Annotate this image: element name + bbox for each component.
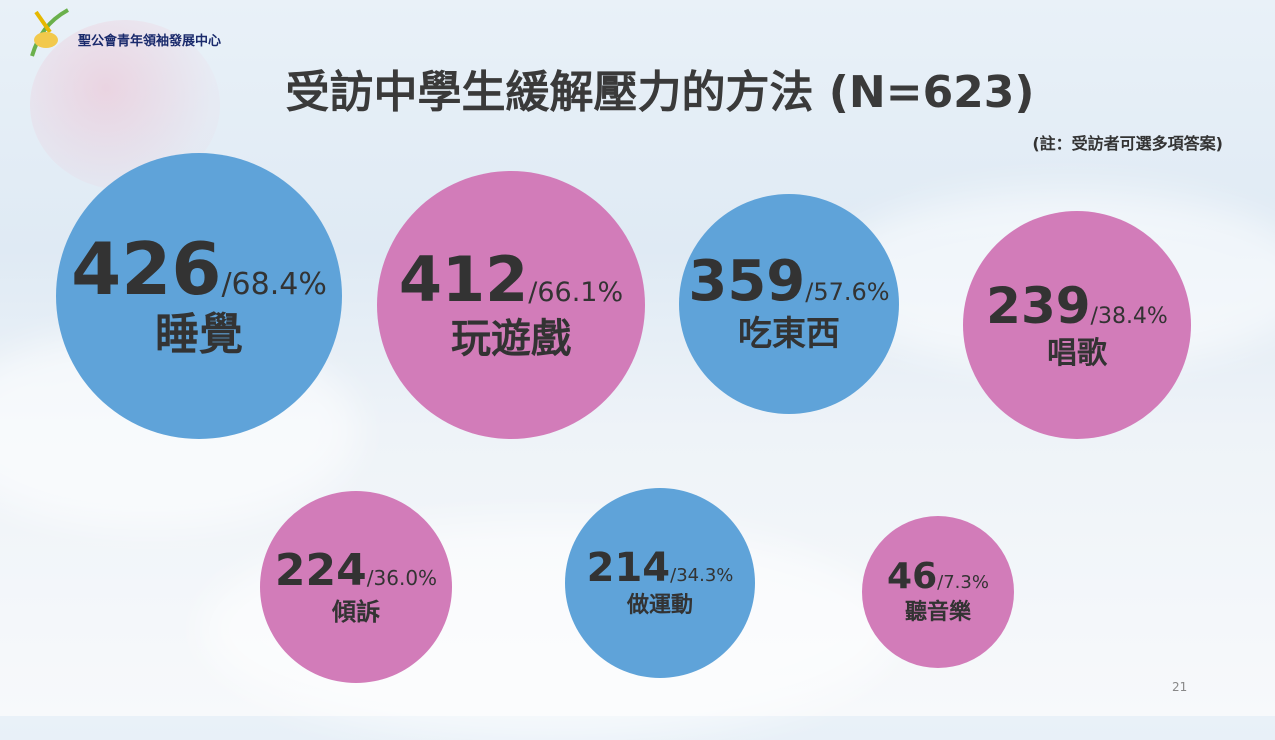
value-line: 46/7.3% [887, 555, 989, 597]
share: /57.6% [805, 278, 890, 307]
bubble: 239/38.4% 唱歌 [963, 211, 1191, 439]
count: 214 [586, 544, 671, 591]
title: 受訪中學生緩解壓力的方法 (N=623) [285, 67, 1035, 118]
share: /68.4% [221, 266, 327, 302]
organization: 聖公會青年領袖發展中心 [78, 34, 222, 49]
count: 359 [688, 249, 806, 315]
share: /66.1% [528, 277, 624, 308]
method-label: 聽音樂 [904, 599, 971, 625]
method-label: 做運動 [626, 592, 693, 618]
logo [30, 8, 69, 57]
count: 46 [887, 555, 938, 597]
value-line: 224/36.0% [275, 548, 438, 593]
slide: 聖公會青年領袖發展中心 受訪中學生緩解壓力的方法 (N=623) (註：受訪者可… [0, 0, 1275, 716]
method-label: 吃東西 [738, 314, 840, 355]
bubble: 412/66.1% 玩遊戲 [377, 171, 645, 439]
method-label: 睡覺 [155, 308, 243, 360]
count: 224 [274, 544, 367, 596]
value-line: 239/38.4% [986, 281, 1168, 331]
bubble: 214/34.3% 做運動 [565, 488, 755, 678]
value-line: 426/68.4% [71, 233, 327, 305]
method-label: 玩遊戲 [451, 316, 571, 362]
bubble: 426/68.4% 睡覺 [56, 153, 342, 439]
share: /38.4% [1090, 303, 1168, 329]
count: 426 [71, 226, 222, 311]
bubble: 46/7.3% 聽音樂 [862, 516, 1014, 668]
note: (註：受訪者可選多項答案) [1032, 134, 1223, 153]
share: /7.3% [937, 571, 989, 593]
method-label: 傾訴 [332, 597, 380, 626]
value-line: 214/34.3% [587, 548, 734, 588]
method-label: 唱歌 [1047, 335, 1107, 371]
share: /34.3% [670, 564, 734, 586]
count: 412 [398, 243, 529, 316]
bubble: 359/57.6% 吃東西 [679, 194, 899, 414]
bubble: 224/36.0% 傾訴 [260, 491, 452, 683]
value-line: 412/66.1% [399, 249, 623, 311]
count: 239 [986, 276, 1091, 335]
page-number: 21 [1172, 680, 1188, 694]
value-line: 359/57.6% [688, 254, 889, 310]
share: /36.0% [366, 565, 438, 590]
